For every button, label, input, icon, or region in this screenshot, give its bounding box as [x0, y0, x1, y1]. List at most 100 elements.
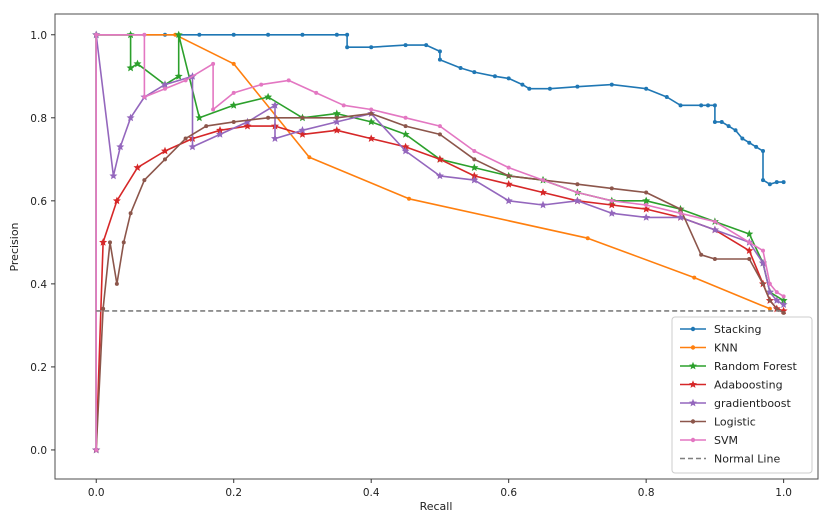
data-point: [642, 204, 651, 213]
y-tick-label: 0.0: [30, 445, 47, 457]
legend-label: Random Forest: [714, 360, 797, 373]
data-point: [197, 32, 202, 37]
data-point: [719, 119, 724, 124]
data-point: [266, 32, 271, 37]
data-point: [504, 180, 513, 188]
data-point: [767, 182, 772, 187]
data-point: [403, 115, 408, 120]
legend-item-random-forest: Random Forest: [680, 360, 797, 373]
data-point: [547, 86, 552, 91]
data-point: [781, 294, 786, 299]
data-point: [740, 136, 745, 141]
data-point: [243, 117, 252, 126]
data-point: [761, 248, 766, 253]
data-point: [183, 136, 188, 141]
data-point: [585, 236, 590, 241]
data-point: [747, 256, 752, 261]
data-point: [644, 86, 649, 91]
data-point: [745, 229, 754, 238]
legend-item-logistic: Logistic: [680, 416, 756, 429]
y-axis-title: Precision: [8, 222, 21, 271]
legend: Stacking KNN Random Forest Adaboosting gradi…: [671, 316, 813, 474]
y-tick-label: 0.4: [30, 279, 47, 291]
data-point: [216, 126, 224, 134]
legend-marker: [690, 419, 696, 424]
data-point: [472, 149, 477, 154]
data-point: [264, 92, 273, 101]
data-point: [266, 115, 271, 120]
data-point: [664, 95, 669, 100]
data-point: [575, 190, 580, 195]
data-point: [188, 142, 197, 151]
data-point: [492, 74, 497, 79]
data-point: [767, 281, 772, 286]
data-point: [231, 119, 236, 124]
data-point: [307, 155, 312, 160]
data-point: [403, 124, 408, 129]
data-point: [298, 130, 307, 138]
data-point: [94, 447, 99, 452]
data-point: [575, 182, 580, 187]
data-point: [609, 82, 614, 87]
data-point: [772, 296, 781, 304]
data-point: [345, 45, 350, 50]
data-point: [142, 32, 147, 37]
data-point: [745, 246, 754, 254]
data-point: [401, 130, 410, 138]
data-point: [520, 82, 525, 87]
data-point: [401, 146, 410, 155]
data-point: [161, 80, 169, 88]
data-point: [367, 117, 376, 126]
data-point: [369, 45, 374, 50]
data-point: [314, 90, 319, 95]
data-point: [644, 190, 649, 195]
data-point: [747, 140, 752, 145]
data-point: [712, 103, 717, 108]
legend-marker: [690, 345, 696, 350]
data-point: [527, 86, 532, 91]
data-point: [437, 124, 442, 129]
data-point: [644, 202, 649, 207]
data-point: [369, 111, 374, 116]
legend-label: Normal Line: [714, 453, 780, 466]
data-point: [94, 32, 99, 37]
legend-marker: [689, 361, 697, 370]
x-tick-label: 0.4: [363, 487, 380, 499]
data-point: [174, 30, 183, 39]
data-point: [759, 258, 767, 267]
data-point: [133, 59, 142, 68]
data-point: [712, 256, 717, 261]
series-logistic: [94, 111, 786, 452]
data-point: [607, 200, 616, 209]
data-point: [142, 178, 147, 183]
legend-item-gradientboost: gradientboost: [680, 397, 792, 410]
data-point: [458, 65, 463, 70]
data-point: [767, 306, 772, 311]
data-point: [609, 198, 614, 203]
data-point: [539, 188, 547, 196]
data-point: [642, 196, 651, 205]
data-point: [607, 209, 616, 217]
legend-label: Adaboosting: [714, 379, 783, 392]
data-point: [754, 144, 759, 149]
series-line-random-forest: [95, 33, 785, 450]
data-point: [699, 252, 704, 257]
data-point: [573, 196, 582, 205]
data-point: [300, 115, 305, 120]
series-svm: [94, 32, 786, 452]
data-point: [334, 32, 339, 37]
data-point: [161, 146, 169, 155]
data-point: [774, 290, 779, 295]
legend-item-knn: KNN: [680, 342, 738, 355]
data-point: [121, 240, 126, 245]
data-point: [472, 157, 477, 162]
x-tick-label: 0.0: [88, 487, 105, 499]
data-point: [761, 149, 766, 154]
data-point: [761, 178, 766, 183]
data-point: [781, 180, 786, 185]
data-point: [101, 306, 106, 311]
data-point: [539, 200, 547, 209]
data-point: [369, 107, 374, 112]
data-point: [345, 32, 350, 37]
